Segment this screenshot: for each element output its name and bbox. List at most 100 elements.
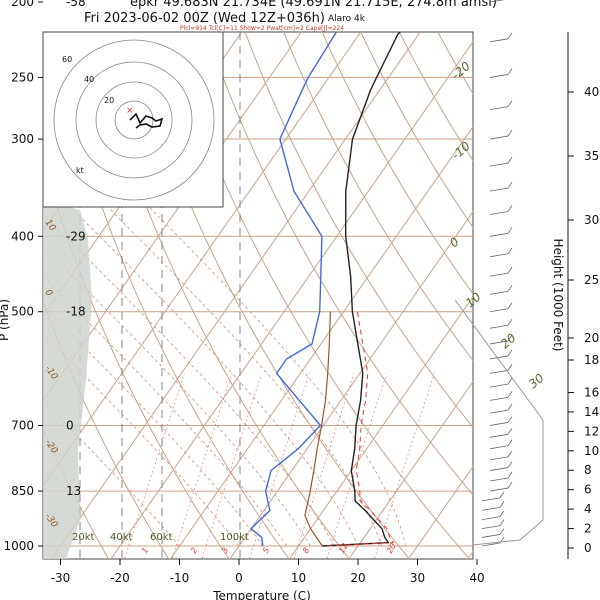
moist-adiabat (43, 276, 287, 547)
dry-adiabat (360, 32, 473, 229)
mixing-ratio-line (293, 373, 355, 559)
wind-barb-flag (507, 156, 513, 164)
isotherm-line (50, 32, 421, 559)
isotherm-line (43, 32, 243, 317)
wind-barb (489, 422, 509, 426)
x-tick-label: 20 (350, 571, 365, 585)
wind-barb-flag (507, 334, 513, 342)
wind-barb (489, 456, 509, 461)
x-tick-label: -30 (51, 571, 71, 585)
hodograph-ring (95, 81, 173, 159)
y-tick-label: 250 (11, 70, 34, 84)
wind-barb (489, 487, 509, 492)
wind-barb-flag (507, 285, 513, 292)
wind-barb (489, 467, 509, 471)
hodograph-inset: 20 40 60 kt × (42, 31, 224, 208)
wind-barb (489, 409, 509, 414)
mixing-ratio-line (124, 373, 185, 559)
dry-adiabat-label: 0 (43, 288, 55, 299)
wind-barb (489, 477, 509, 482)
wind-barb (481, 497, 501, 502)
isotherm-line (288, 295, 473, 559)
wind-barb (489, 369, 509, 374)
indices-text: Plcl=914 Tcl[C]=11 Show=2 Pwat[cm]=2 Cap… (180, 25, 344, 32)
wind-barb (489, 106, 509, 111)
wind-barb (489, 253, 509, 258)
hodograph-ring-label: 20 (104, 96, 114, 105)
wind-barb-flag (507, 302, 513, 309)
wind-barb (481, 534, 501, 538)
run-title: Fri 2023-06-02 00Z (Wed 12Z+036h) (84, 11, 325, 26)
isotherm-line (348, 380, 473, 559)
profile-curves (250, 32, 402, 547)
y-tick-label: 1000 (3, 539, 34, 553)
wind-barb-flag (507, 129, 513, 137)
height-tick-label: 8 (584, 463, 592, 477)
y-tick-label: 200 (11, 0, 34, 9)
wind-barb-flag (507, 100, 513, 107)
wind-barb (489, 211, 509, 215)
height-tick-label: 35 (584, 149, 599, 163)
series-dewpoint (250, 32, 338, 547)
wind-barb-flag (507, 416, 513, 423)
x-tick-label: -20 (110, 571, 130, 585)
y-tick-label: 300 (11, 132, 34, 146)
wind-barb (489, 383, 509, 388)
height-tick-label: 6 (584, 483, 592, 497)
wind-barb-flag (507, 481, 513, 489)
y-tick-label: 850 (11, 484, 34, 498)
wind-barb-flag (507, 403, 513, 411)
height-tick-label: 25 (584, 273, 599, 287)
wind-barb-flag (507, 450, 513, 458)
height-tick-label: 18 (584, 353, 599, 367)
wind-barb (489, 74, 509, 78)
wind-barb (489, 340, 509, 345)
x-tick-label: 10 (291, 571, 306, 585)
hodograph-ring-label: 60 (62, 55, 72, 64)
wind-barb (489, 324, 509, 329)
wind-barb-flag (507, 364, 513, 371)
wind-barb-flag (507, 247, 513, 255)
hodograph-trace (129, 112, 164, 129)
wind-barbs (481, 0, 513, 547)
isotherm-line (169, 125, 473, 559)
mixing-ratio-label: 8 (301, 546, 311, 555)
dry-adiabat (43, 427, 110, 559)
wind-barb-flag (507, 461, 513, 468)
mixing-ratio-label: 1 (140, 546, 150, 555)
series-parcel (304, 311, 331, 547)
terrain-shade (43, 200, 92, 559)
wind-barb (489, 397, 509, 401)
height-tick-label: 16 (584, 385, 599, 399)
pressure-temp-label: 0 (66, 418, 74, 432)
storm-motion-marker: × (126, 106, 134, 116)
wind-barb-flag (507, 439, 513, 446)
mixing-ratio-label: 5 (261, 546, 271, 555)
wind-barb-flag (507, 68, 513, 75)
moist-adiabat (43, 305, 264, 547)
dry-adiabat (244, 32, 473, 429)
axes: 1502002503004005007008501000-30-20-10010… (3, 0, 599, 585)
wind-barb (481, 525, 501, 530)
wind-barb-flag (499, 519, 505, 526)
x-tick-label: 40 (469, 571, 484, 585)
pressure-temp-label: -58 (66, 0, 86, 9)
mixing-ratio-label: 20 (385, 542, 398, 555)
y-axis-label: P (hPa) (0, 299, 11, 341)
wind-barb-flag (507, 205, 513, 212)
terrain-area (43, 200, 92, 559)
mixing-ratio-line (373, 373, 435, 559)
moist-adiabat (43, 179, 359, 547)
right-profile-outline (454, 299, 544, 546)
wind-speed-label: 20kt (72, 532, 95, 543)
y-tick-label: 500 (11, 305, 34, 319)
mixing-ratio-line (326, 373, 388, 559)
moist-adiabat (43, 245, 311, 547)
wind-barb-flag (507, 266, 513, 274)
height-tick-label: 40 (584, 85, 599, 99)
wind-barb-flag (507, 227, 513, 234)
isotherm-line (110, 40, 473, 559)
wind-barb (489, 187, 509, 192)
mixing-ratio-label: 12 (337, 542, 350, 555)
